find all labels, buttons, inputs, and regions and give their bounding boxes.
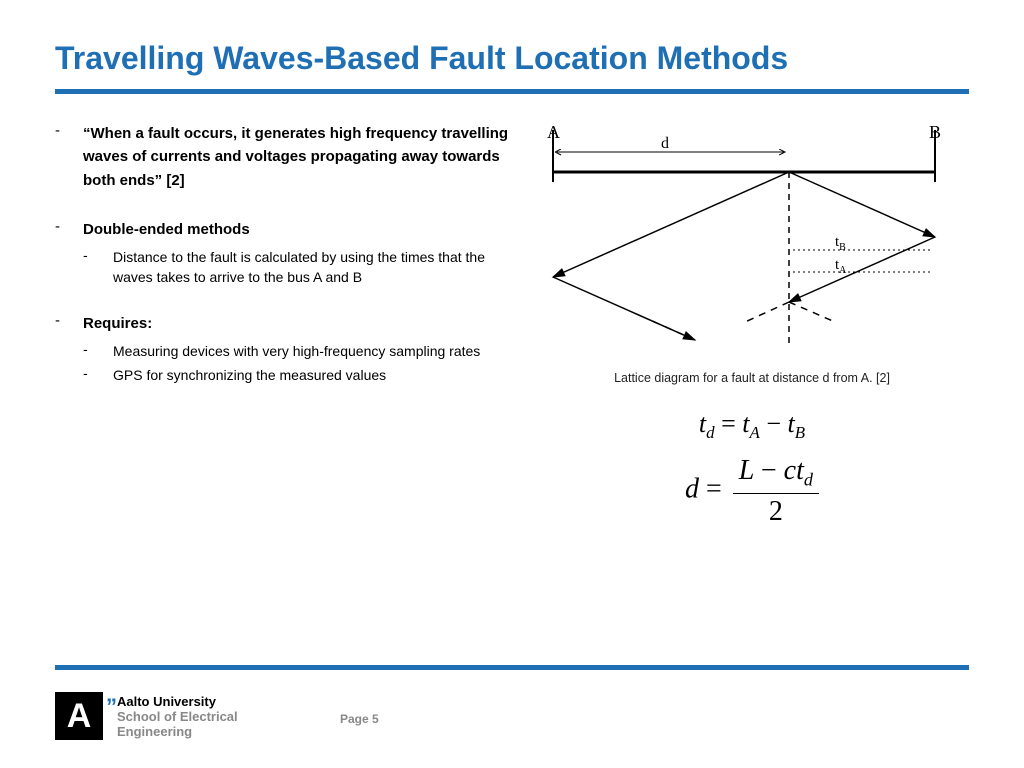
svg-text:tA: tA xyxy=(835,257,847,276)
bullet-text: “When a fault occurs, it generates high … xyxy=(83,122,515,192)
bullet-quote: - “When a fault occurs, it generates hig… xyxy=(55,122,515,192)
aalto-logo: A ” xyxy=(55,692,103,740)
footer-rule xyxy=(55,665,969,670)
content-row: - “When a fault occurs, it generates hig… xyxy=(55,122,969,528)
bullet-text: Measuring devices with very high-frequen… xyxy=(113,341,480,361)
logo-quote-icon: ” xyxy=(106,694,117,720)
figure-caption: Lattice diagram for a fault at distance … xyxy=(535,371,969,385)
svg-text:tB: tB xyxy=(835,234,846,253)
title-rule xyxy=(55,89,969,94)
footer-school-1: School of Electrical xyxy=(117,709,238,724)
footer-university: Aalto University xyxy=(117,694,238,709)
logo-letter: A xyxy=(67,697,92,736)
bullet-double: - Double-ended methods xyxy=(55,218,515,241)
bullet-column: - “When a fault occurs, it generates hig… xyxy=(55,122,515,528)
figure-column: A B xyxy=(535,122,969,528)
page-title: Travelling Waves-Based Fault Location Me… xyxy=(55,40,969,77)
sub-bullet: - GPS for synchronizing the measured val… xyxy=(83,365,515,385)
footer-school-2: Engineering xyxy=(117,724,238,739)
bullet-text: GPS for synchronizing the measured value… xyxy=(113,365,386,385)
page-number: Page 5 xyxy=(340,712,379,726)
footer-text: Aalto University School of Electrical En… xyxy=(117,694,238,739)
equation-d: d = L − ctd 2 xyxy=(535,455,969,528)
bullet-text: Double-ended methods xyxy=(83,218,250,241)
bullet-text: Requires: xyxy=(83,312,152,335)
sub-bullet: - Distance to the fault is calculated by… xyxy=(83,247,515,288)
bullet-requires: - Requires: xyxy=(55,312,515,335)
footer: A ” Aalto University School of Electrica… xyxy=(55,692,238,740)
bullet-text: Distance to the fault is calculated by u… xyxy=(113,247,515,288)
equation-td: td = tA − tB xyxy=(535,409,969,443)
sub-bullet: - Measuring devices with very high-frequ… xyxy=(83,341,515,361)
lattice-diagram: A B xyxy=(535,122,945,352)
equations: td = tA − tB d = L − ctd xyxy=(535,409,969,528)
label-d: d xyxy=(661,135,669,152)
